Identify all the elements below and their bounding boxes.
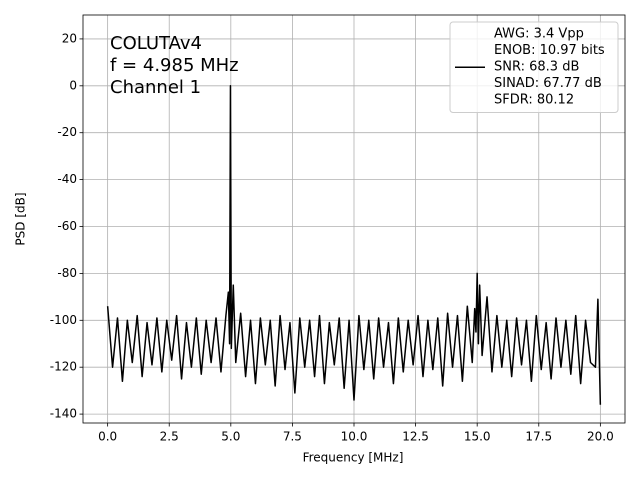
y-tick-label: -60 <box>57 219 77 233</box>
x-tick-label: 5.0 <box>221 430 240 444</box>
x-tick-label: 17.5 <box>525 430 552 444</box>
x-tick-label: 2.5 <box>160 430 179 444</box>
psd-line <box>106 85 602 405</box>
plot-area <box>106 85 602 405</box>
annotation-line: f = 4.985 MHz <box>110 55 239 76</box>
annotation-line: Channel 1 <box>110 77 201 98</box>
x-tick-label: 10.0 <box>341 430 368 444</box>
y-tick-label: -120 <box>50 360 77 374</box>
annotation-line: COLUTAv4 <box>110 33 202 54</box>
x-axis-label: Frequency [MHz] <box>303 451 404 465</box>
x-tick-label: 12.5 <box>402 430 429 444</box>
legend-label: SFDR: 80.12 <box>494 93 574 108</box>
legend-box <box>449 21 619 113</box>
x-tick-label: 7.5 <box>283 430 302 444</box>
x-tick-label: 0.0 <box>98 430 117 444</box>
y-tick-label: 20 <box>62 31 77 45</box>
y-axis-label: PSD [dB] <box>14 192 28 245</box>
y-tick-label: -40 <box>57 172 77 186</box>
y-tick-label: 0 <box>69 78 77 92</box>
y-tick-label: -80 <box>57 266 77 280</box>
legend-label: SINAD: 67.77 dB <box>494 76 602 91</box>
legend-label: AWG: 3.4 Vpp <box>494 27 584 42</box>
x-tick-label: 20.0 <box>587 430 614 444</box>
x-tick-label: 15.0 <box>464 430 491 444</box>
y-tick-label: -140 <box>50 407 77 421</box>
legend-label: ENOB: 10.97 bits <box>494 43 605 58</box>
legend-label: SNR: 68.3 dB <box>494 60 579 75</box>
y-tick-label: -100 <box>50 313 77 327</box>
y-tick-label: -20 <box>57 125 77 139</box>
